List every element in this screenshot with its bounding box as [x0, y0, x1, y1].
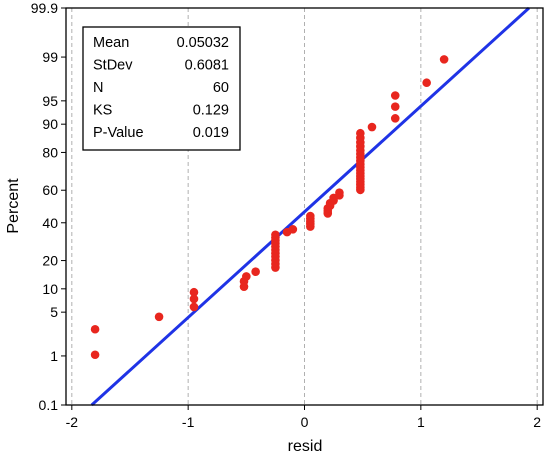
y-tick-label: 60 — [42, 182, 58, 198]
x-axis-label: resid — [288, 438, 323, 455]
stats-value: 0.05032 — [177, 35, 229, 51]
data-point — [189, 302, 199, 312]
axis-ticks: -2 -1 0 1 2 0.1 1 5 10 20 40 60 80 90 95 99 99.9 — [31, 0, 542, 430]
data-point — [90, 350, 100, 360]
data-point — [251, 267, 260, 277]
data-point — [242, 272, 251, 281]
data-point — [439, 55, 449, 64]
stats-label: KS — [93, 103, 112, 119]
stats-label: StDev — [93, 58, 133, 74]
data-point — [189, 287, 199, 297]
y-tick-label: 10 — [42, 281, 58, 297]
y-tick-label: 20 — [42, 253, 58, 269]
y-tick-label: 5 — [50, 304, 58, 320]
x-tick-label: -1 — [182, 414, 195, 430]
data-point — [367, 122, 377, 132]
data-point — [390, 102, 400, 111]
stats-label: P-Value — [93, 125, 144, 141]
data-point — [390, 91, 400, 100]
data-points — [90, 55, 449, 360]
data-point — [335, 188, 344, 198]
stats-value: 0.019 — [193, 125, 229, 141]
data-point — [390, 114, 400, 123]
x-tick-label: -2 — [66, 414, 79, 430]
stats-box: Mean 0.05032 StDev 0.6081 N 60 KS 0.129 P-Value 0… — [82, 26, 241, 151]
stats-label: N — [93, 80, 103, 96]
y-tick-label: 90 — [42, 116, 58, 132]
stats-box-frame — [82, 26, 241, 151]
stats-value: 0.129 — [193, 103, 229, 119]
y-tick-label: 40 — [42, 215, 58, 231]
y-tick-label: 80 — [42, 144, 58, 160]
x-tick-label: 0 — [301, 414, 309, 430]
data-point — [271, 230, 280, 240]
y-tick-label: 99 — [42, 49, 58, 65]
stats-label: Mean — [93, 35, 129, 51]
x-tick-label: 2 — [533, 414, 541, 430]
fit-line — [90, 6, 530, 407]
data-point — [306, 211, 315, 221]
stats-value: 60 — [213, 80, 229, 96]
x-tick-label: 1 — [417, 414, 425, 430]
y-tick-label: 0.1 — [39, 397, 59, 413]
y-axis-label: Percent — [5, 178, 22, 234]
data-point — [288, 225, 298, 234]
y-tick-label: 1 — [50, 348, 58, 364]
stats-value: 0.6081 — [185, 58, 229, 74]
y-tick-label: 95 — [42, 93, 58, 109]
data-point — [422, 78, 431, 88]
data-point — [189, 294, 199, 304]
data-point — [356, 128, 365, 138]
data-point — [154, 312, 164, 322]
data-point — [90, 324, 100, 334]
fit-line-layer — [90, 6, 530, 407]
y-tick-label: 99.9 — [31, 0, 58, 16]
